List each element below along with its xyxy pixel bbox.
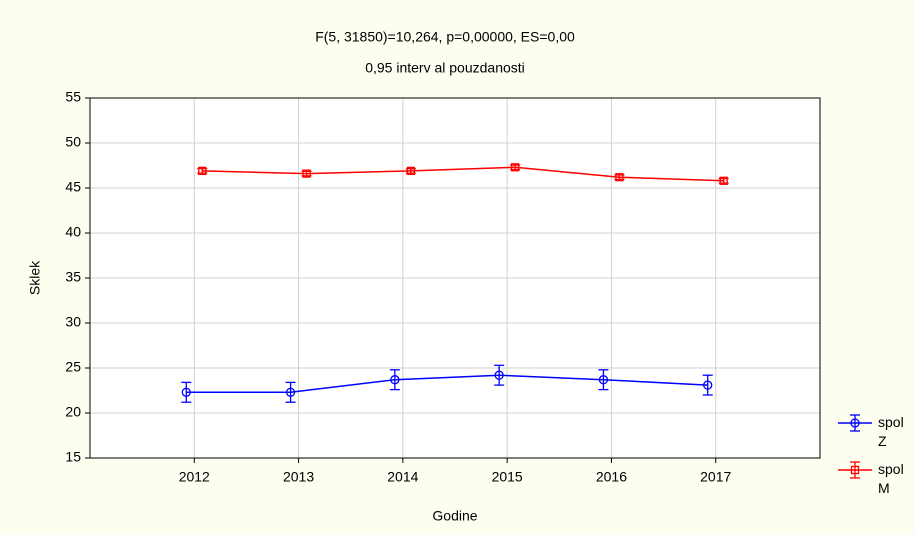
marker — [494, 370, 504, 380]
chart-subtitle: 0,95 interv al pouzdanosti — [365, 60, 525, 76]
y-tick-label: 55 — [65, 89, 81, 105]
y-axis-label: Sklek — [27, 260, 43, 295]
error-bar — [181, 381, 192, 403]
legend-label: spol Z — [878, 414, 904, 449]
error-bar — [494, 364, 505, 386]
marker — [510, 163, 520, 172]
x-tick-label: 2016 — [596, 469, 627, 485]
x-tick-label: 2012 — [179, 469, 210, 485]
series-line — [202, 166, 724, 182]
marker — [850, 465, 860, 475]
marker — [598, 375, 609, 385]
y-tick-label: 35 — [65, 269, 81, 285]
x-tick-label: 2017 — [700, 469, 731, 485]
series-line — [186, 374, 708, 394]
error-bar — [389, 369, 400, 391]
marker — [198, 166, 207, 176]
error-bar — [285, 381, 296, 403]
marker — [703, 380, 713, 390]
error-bar — [598, 369, 609, 391]
legend-label: spol M — [878, 461, 904, 496]
x-tick-label: 2015 — [492, 469, 523, 485]
y-tick-label: 50 — [65, 134, 81, 150]
y-tick-label: 30 — [65, 314, 81, 330]
chart-title: F(5, 31850)=10,264, p=0,00000, ES=0,00 — [315, 29, 575, 45]
marker — [302, 169, 311, 178]
x-axis-label: Godine — [432, 508, 477, 524]
x-tick-label: 2013 — [283, 469, 314, 485]
marker — [406, 166, 416, 176]
marker — [285, 387, 296, 397]
marker — [615, 173, 624, 182]
y-tick-label: 15 — [65, 449, 81, 465]
marker — [850, 418, 860, 428]
x-tick-label: 2014 — [387, 469, 418, 485]
y-tick-label: 20 — [65, 404, 81, 420]
error-bar — [702, 374, 713, 396]
plot-frame — [89, 97, 821, 459]
marker — [181, 387, 191, 397]
y-tick-label: 25 — [65, 359, 81, 375]
marker — [390, 375, 400, 385]
y-tick-label: 40 — [65, 224, 81, 240]
marker — [719, 176, 728, 185]
y-tick-label: 45 — [65, 179, 81, 195]
